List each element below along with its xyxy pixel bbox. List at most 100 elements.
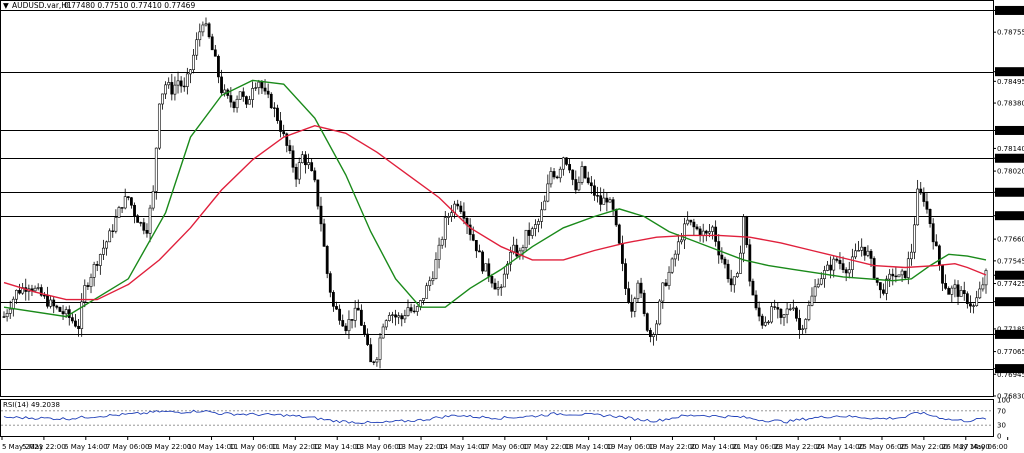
price-tick-label: 0.77545	[997, 257, 1024, 265]
candle-body	[757, 307, 761, 317]
candle-body	[633, 298, 637, 312]
candle-body	[46, 295, 49, 307]
candle-body	[732, 276, 736, 286]
candle-body	[773, 306, 777, 308]
candle-body	[450, 212, 453, 217]
candle-body	[894, 275, 898, 278]
candle-body	[872, 258, 876, 279]
level-price-box	[995, 211, 1024, 221]
candle-body	[130, 197, 133, 206]
time-tick-label: 6 May 14:00	[64, 443, 108, 451]
candle-body	[217, 55, 220, 78]
candle-body	[969, 303, 972, 307]
candle-body	[785, 308, 789, 315]
candle-body	[981, 284, 985, 290]
time-tick-label: 5 May 22:00	[22, 443, 66, 451]
candle-body	[148, 207, 152, 234]
candle-body	[546, 183, 550, 202]
candle-body	[878, 282, 882, 291]
candle-body	[384, 320, 388, 328]
candle-body	[61, 311, 65, 315]
candle-body	[636, 282, 640, 299]
candle-body	[260, 81, 264, 89]
main-chart-frame	[0, 0, 994, 397]
candle-body	[192, 54, 195, 71]
candle-body	[810, 295, 814, 306]
price-tick-label: 0.76830	[997, 393, 1024, 401]
candle-body	[599, 195, 603, 205]
candle-body	[179, 80, 183, 87]
level-price-box	[995, 187, 1024, 197]
candle-body	[437, 244, 441, 260]
candle-body	[139, 222, 143, 224]
candle-body	[670, 258, 674, 273]
candle-body	[332, 292, 335, 307]
candle-body	[387, 315, 391, 321]
candle-body	[571, 169, 575, 180]
candle-body	[440, 239, 444, 246]
candle-body	[502, 273, 506, 288]
candle-body	[826, 264, 829, 271]
rsi-label: RSI(14) 49.2038	[3, 401, 60, 409]
candle-body	[481, 251, 484, 272]
candle-body	[288, 145, 292, 152]
candle-body	[431, 278, 435, 282]
time-tick-label: 13 May 06:00	[355, 443, 403, 451]
candle-body	[86, 285, 90, 287]
candle-body	[133, 204, 136, 217]
candle-body	[248, 99, 251, 105]
candle-body	[294, 166, 298, 180]
time-tick-label: 9 May 22:00	[148, 443, 192, 451]
candle-body	[484, 263, 488, 272]
candle-body	[154, 147, 158, 192]
time-tick-label: 25 May 22:00	[900, 443, 948, 451]
candle-body	[540, 209, 544, 222]
candle-body	[42, 294, 46, 297]
candle-body	[854, 250, 857, 258]
candle-body	[795, 307, 798, 319]
candle-body	[304, 154, 307, 166]
candle-body	[291, 150, 295, 168]
candle-body	[602, 197, 606, 205]
candle-body	[173, 84, 177, 95]
candle-body	[344, 325, 348, 332]
candle-body	[471, 234, 475, 241]
candle-body	[468, 224, 472, 235]
candle-body	[608, 199, 612, 203]
candle-body	[257, 81, 261, 88]
candle-body	[807, 305, 811, 320]
candle-body	[782, 314, 786, 318]
candle-body	[310, 162, 314, 172]
level-price-box	[995, 297, 1024, 307]
candle-body	[866, 250, 870, 256]
candle-body	[335, 306, 338, 310]
price-tick-label: 0.76945	[997, 371, 1024, 379]
candle-body	[832, 258, 836, 271]
candle-body	[15, 289, 18, 300]
level-price-box	[995, 153, 1024, 163]
candle-body	[555, 176, 559, 179]
candle-body	[735, 273, 739, 278]
candle-body	[80, 301, 84, 329]
candle-body	[975, 297, 979, 307]
candle-body	[39, 287, 43, 296]
candle-body	[400, 315, 404, 320]
candle-body	[474, 240, 478, 252]
time-tick-label: 19 May 06:00	[607, 443, 655, 451]
candle-body	[117, 207, 121, 218]
candle-body	[204, 23, 208, 26]
candle-body	[391, 314, 394, 316]
rsi-line	[3, 409, 987, 424]
candle-body	[723, 258, 727, 265]
rsi-tick-label: 100	[997, 397, 1010, 405]
candle-body	[953, 284, 957, 289]
candle-body	[844, 269, 848, 274]
candle-body	[720, 254, 724, 260]
moving-average-line-0	[3, 79, 987, 318]
candle-body	[903, 270, 907, 278]
header-arrow[interactable]: ▼	[3, 1, 9, 10]
candle-body	[857, 250, 860, 252]
candle-body	[98, 254, 102, 266]
candle-body	[176, 80, 180, 86]
